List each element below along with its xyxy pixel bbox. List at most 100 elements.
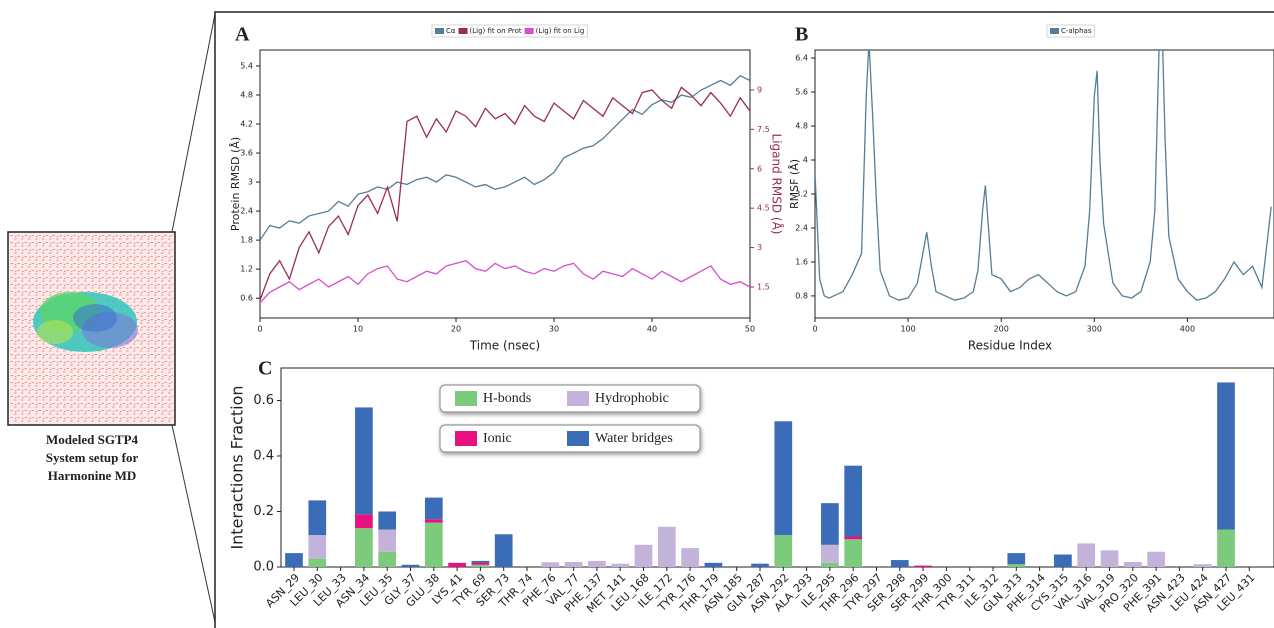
- legend-label: Hydrophobic: [595, 391, 669, 406]
- bar-segment: [1123, 562, 1142, 567]
- y2-tick-label: 3: [757, 243, 762, 252]
- bar-segment: [681, 548, 699, 567]
- caption-line: Modeled SGTP4: [46, 432, 139, 447]
- x-tick-label: 10: [353, 325, 363, 334]
- bar-segment: [308, 500, 327, 536]
- legend-label: C-alphas: [1061, 27, 1092, 35]
- bar-segment: [355, 528, 373, 567]
- caption-line: System setup for: [46, 450, 139, 465]
- bar-segment: [1007, 553, 1026, 565]
- bar-segment: [821, 562, 839, 567]
- bar-segment: [914, 565, 932, 567]
- y-tick-label: 0.8: [795, 291, 808, 300]
- y-tick-label: 0.6: [240, 294, 253, 303]
- bar-segment: [1147, 551, 1165, 567]
- plot-frame: [814, 49, 1274, 319]
- y-tick-label: 1.2: [240, 265, 253, 274]
- y-tick-label: 1.8: [240, 236, 253, 245]
- legend: C-alphas: [1046, 24, 1095, 38]
- y-tick-label: 2.4: [795, 223, 808, 232]
- bar-segment: [1007, 564, 1026, 567]
- y2-tick-label: 7.5: [757, 125, 770, 134]
- bar-segment: [355, 407, 373, 515]
- bar-segment: [494, 534, 513, 567]
- legend-swatch: [567, 391, 589, 406]
- x-tick-label: 30: [549, 325, 559, 334]
- y-tick-label: 6.4: [795, 54, 808, 63]
- y-tick-label: 3.6: [240, 149, 253, 158]
- x-axis-label: Residue Index: [968, 339, 1052, 353]
- legend-label: (Lig) fit on Lig: [536, 27, 585, 35]
- x-axis-label: Time (nsec): [469, 339, 540, 353]
- bar-segment: [751, 563, 769, 567]
- y2-tick-label: 4.5: [757, 204, 770, 213]
- x-tick-label: 50: [745, 325, 755, 334]
- legend-label: H-bonds: [483, 391, 531, 406]
- legend-label: Water bridges: [595, 431, 673, 446]
- legend-swatch: [455, 391, 477, 406]
- bar-segment: [424, 497, 443, 520]
- legend-label: Ionic: [483, 431, 512, 446]
- plot-area: [815, 50, 1272, 301]
- bar-segment: [471, 562, 490, 565]
- x-tick-label: 200: [994, 325, 1009, 334]
- legend-swatch: [435, 28, 444, 34]
- series-line: [260, 260, 750, 304]
- x-tick-label: 40: [647, 325, 657, 334]
- y2-tick-label: 1.5: [757, 282, 770, 291]
- legend-label: (Lig) fit on Prot: [470, 27, 522, 35]
- panel-label: C: [258, 358, 272, 380]
- bar-segment: [378, 511, 397, 530]
- bar-segment: [657, 526, 676, 567]
- y-tick-label: 3.2: [795, 189, 808, 198]
- zoom-line: [171, 424, 216, 623]
- y-tick-label: 5.6: [795, 88, 808, 97]
- panel-label: A: [235, 24, 250, 46]
- bar-segment: [541, 562, 560, 567]
- bar-segment: [1100, 550, 1119, 567]
- bar-segment: [774, 421, 793, 536]
- bar-segment: [355, 514, 373, 529]
- y-tick-label: 1.6: [795, 257, 808, 266]
- y2-tick-label: 6: [757, 164, 762, 173]
- bar-segment: [844, 539, 863, 567]
- y-tick-label: 0.2: [253, 504, 274, 519]
- legend-frame: [431, 24, 588, 38]
- bar-segment: [401, 564, 420, 567]
- x-tick-label: 0: [257, 325, 262, 334]
- bar-segment: [308, 535, 327, 559]
- y-tick-label: 3: [248, 178, 253, 187]
- bar-segment: [890, 560, 909, 567]
- bar-segment: [844, 465, 863, 537]
- bar-segment: [611, 563, 630, 567]
- y-tick-label: 5.4: [240, 61, 253, 70]
- legend-swatch: [1050, 28, 1059, 34]
- legend-swatch: [567, 431, 589, 446]
- x-tick-label: 100: [900, 325, 915, 334]
- bar-segment: [471, 564, 490, 567]
- bar-segment: [1193, 564, 1212, 567]
- bar-segment: [308, 558, 327, 567]
- legend-swatch: [458, 28, 468, 34]
- panel-border: [214, 11, 1274, 628]
- bar-segment: [424, 522, 443, 567]
- bar-segment: [821, 503, 839, 545]
- series-line: [815, 50, 1272, 301]
- legend: Cα (Lig) fit on Prot (Lig) fit on Lig: [431, 24, 588, 38]
- y-axis-label: Protein RMSD (Å): [229, 137, 242, 231]
- bar-segment: [704, 562, 723, 567]
- bar-segment: [424, 519, 443, 523]
- x-tick-label: 300: [1087, 325, 1102, 334]
- plot-area: [260, 74, 750, 304]
- y2-tick-label: 9: [757, 85, 762, 94]
- y-tick-label: 4.2: [240, 120, 253, 129]
- bar-segment: [634, 544, 653, 567]
- bar-segment: [1054, 554, 1072, 567]
- y-tick-label: 2.4: [240, 207, 253, 216]
- y-tick-label: 4.8: [795, 122, 808, 131]
- y-axis-label: Interactions Fraction: [228, 385, 247, 549]
- bar-segment: [821, 544, 839, 563]
- bar-segment: [285, 553, 303, 567]
- bar-segment: [378, 551, 397, 567]
